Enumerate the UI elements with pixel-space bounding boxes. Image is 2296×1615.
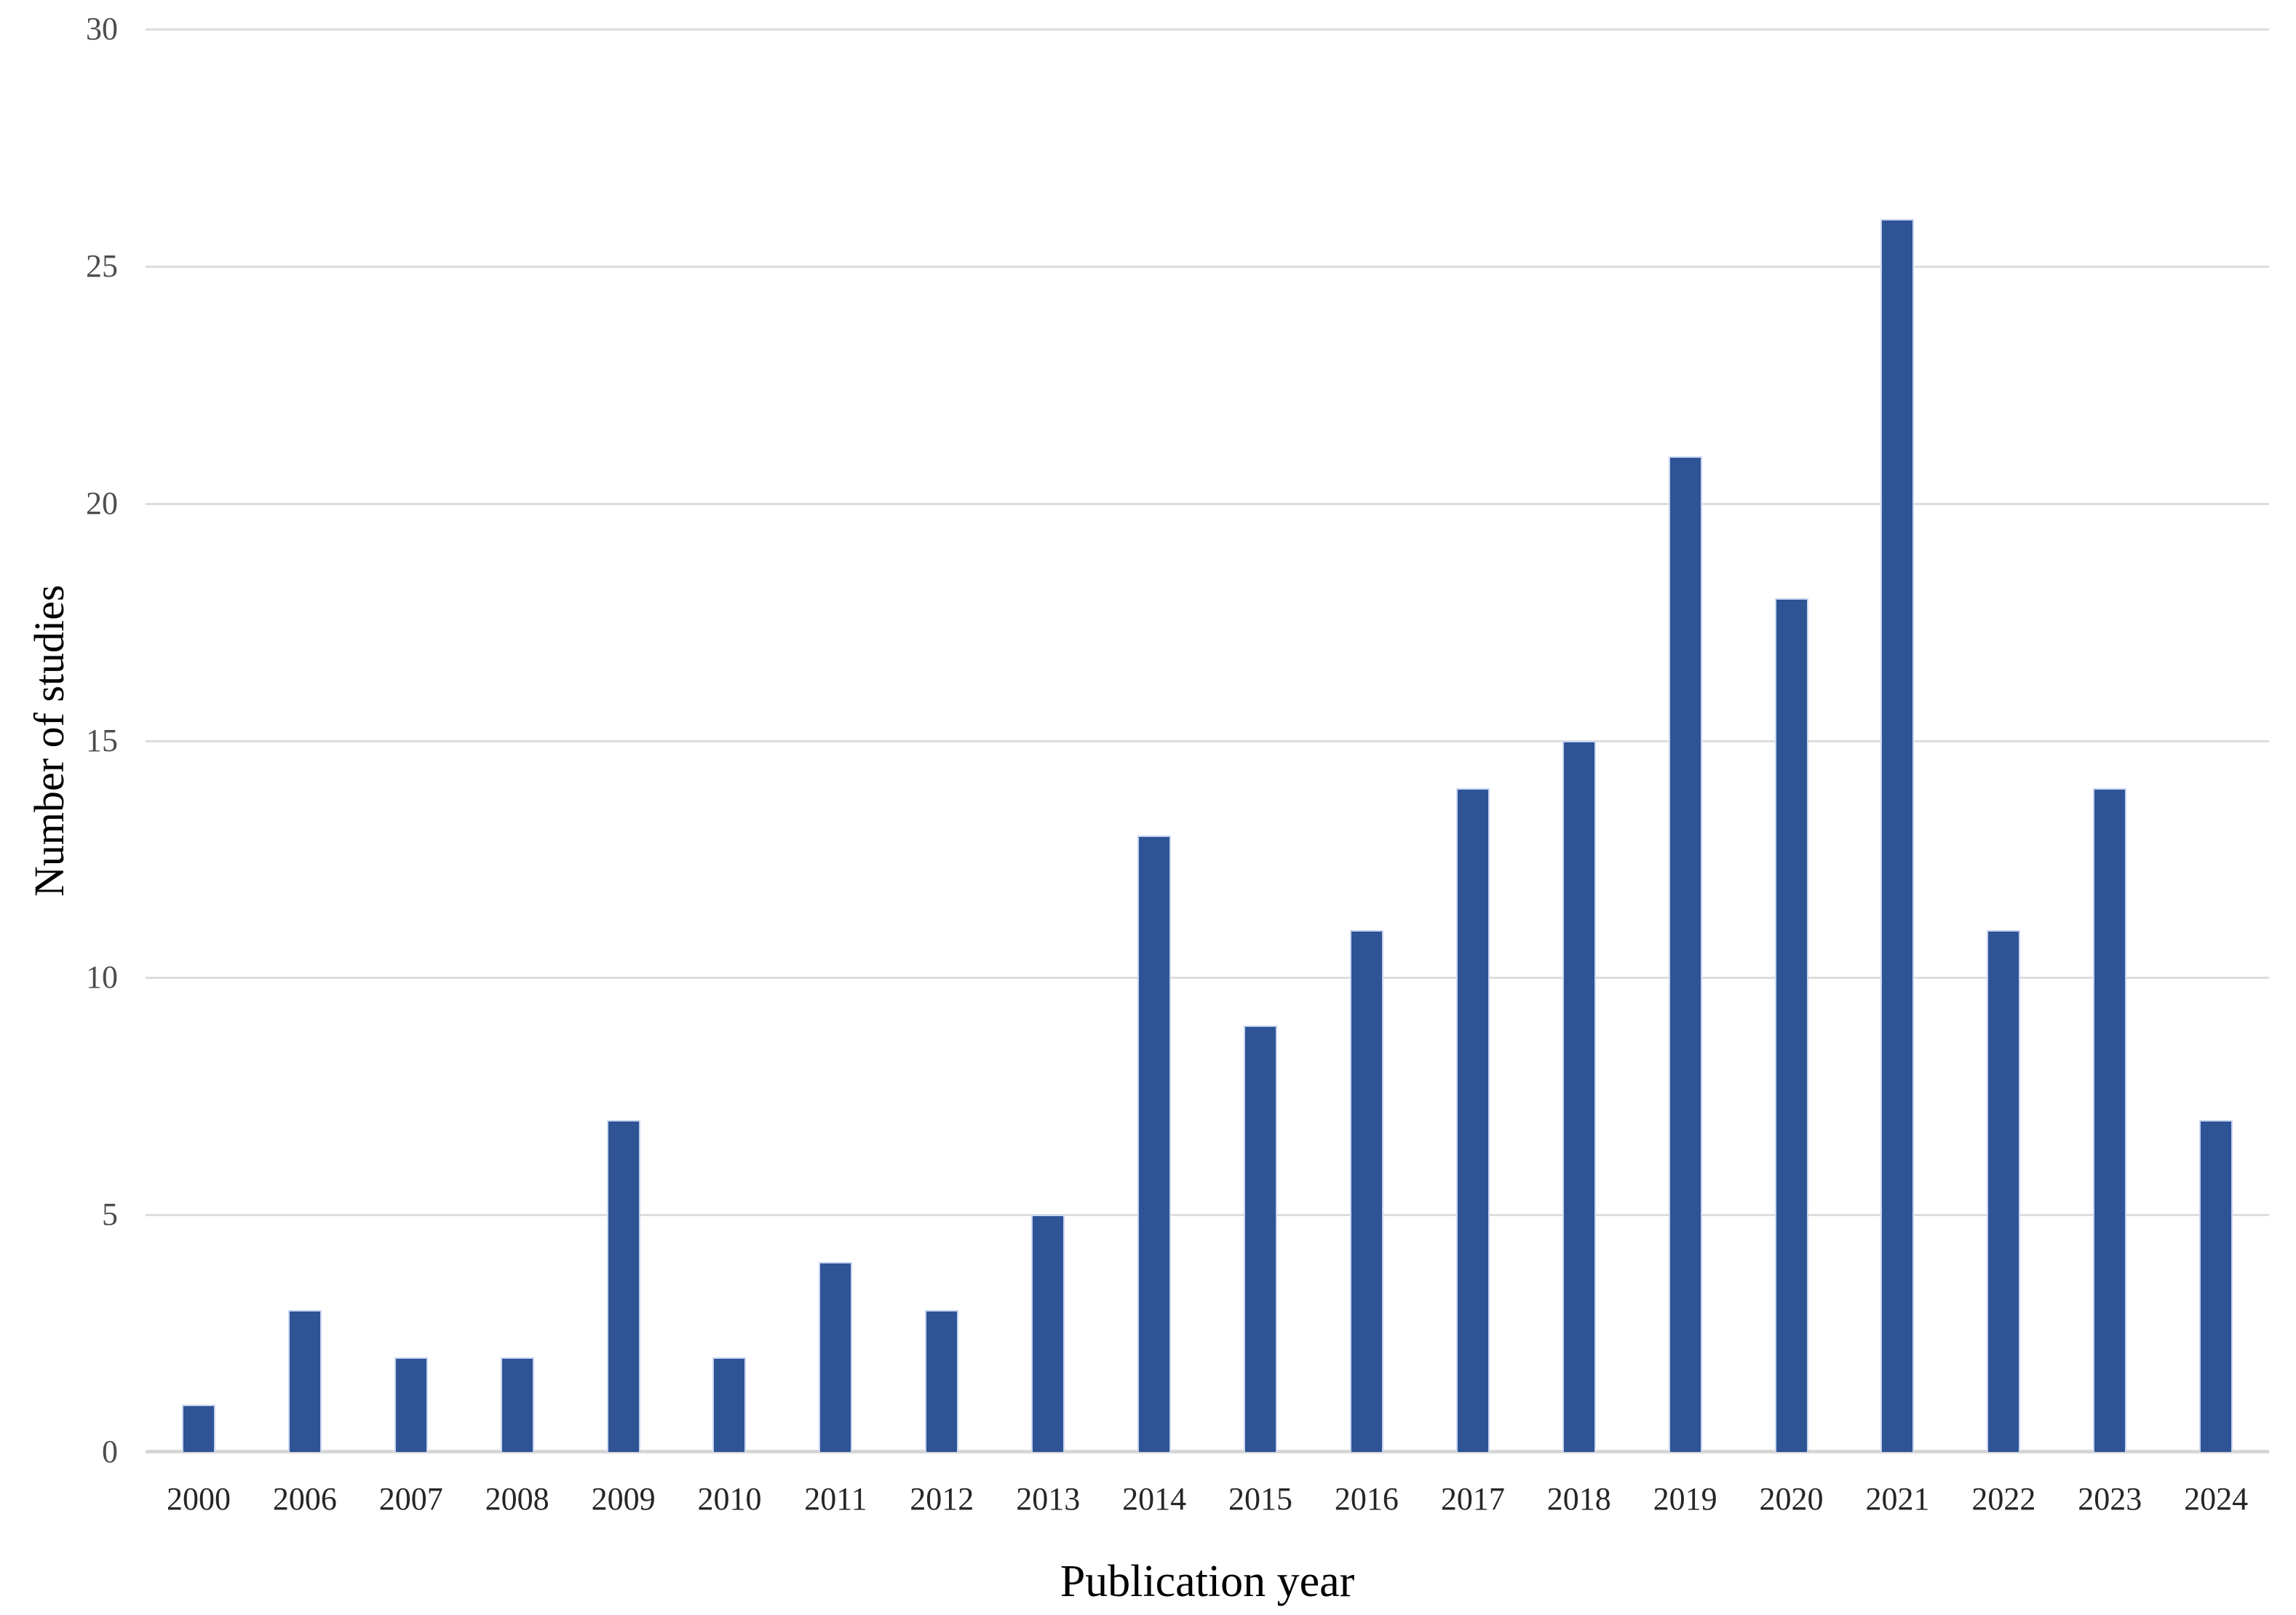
bar-2024 bbox=[2199, 1119, 2233, 1452]
bar-slot-2011 bbox=[782, 29, 889, 1452]
bar-2014 bbox=[1137, 835, 1172, 1452]
bar-slot-2017 bbox=[1420, 29, 1526, 1452]
bar-2019 bbox=[1668, 456, 1702, 1452]
bar-slot-2010 bbox=[677, 29, 783, 1452]
y-tick-label-20: 20 bbox=[86, 485, 118, 521]
x-tick-label-2017: 2017 bbox=[1440, 1481, 1505, 1517]
gridline-20 bbox=[146, 502, 2269, 505]
bar-slot-2007 bbox=[358, 29, 464, 1452]
bar-slot-2012 bbox=[889, 29, 995, 1452]
x-tick-label-2000: 2000 bbox=[166, 1481, 231, 1517]
bar-slot-2023 bbox=[2057, 29, 2163, 1452]
x-tick-label-2023: 2023 bbox=[2078, 1481, 2142, 1517]
bar-2011 bbox=[819, 1262, 853, 1452]
y-tick-label-15: 15 bbox=[86, 722, 118, 758]
bar-2008 bbox=[500, 1357, 534, 1452]
x-tick-label-2020: 2020 bbox=[1759, 1481, 1824, 1517]
y-axis-tick-labels: 0 5 10 15 20 25 30 bbox=[0, 0, 118, 1615]
bar-2022 bbox=[1987, 930, 2021, 1452]
x-tick-label-2012: 2012 bbox=[910, 1481, 974, 1517]
y-tick-label-5: 5 bbox=[102, 1197, 118, 1233]
gridline-10 bbox=[146, 977, 2269, 980]
bar-slot-2014 bbox=[1101, 29, 1207, 1452]
bar-slot-2016 bbox=[1314, 29, 1420, 1452]
x-tick-label-2019: 2019 bbox=[1653, 1481, 1717, 1517]
x-axis-tick-labels: 2000 2006 2007 2008 2009 2010 2011 2012 2013 2014… bbox=[146, 1482, 2269, 1517]
x-tick-label-2024: 2024 bbox=[2184, 1481, 2249, 1517]
bar-2020 bbox=[1774, 598, 1808, 1452]
bar-slot-2008 bbox=[464, 29, 571, 1452]
bar-2006 bbox=[287, 1309, 322, 1452]
x-tick-label-2015: 2015 bbox=[1228, 1481, 1293, 1517]
x-tick-label-2018: 2018 bbox=[1546, 1481, 1611, 1517]
plot-area bbox=[146, 28, 2269, 1453]
gridline-5 bbox=[146, 1214, 2269, 1217]
y-tick-label-0: 0 bbox=[102, 1434, 118, 1469]
bar-slot-2018 bbox=[1526, 29, 1632, 1452]
bar-2015 bbox=[1244, 1025, 1278, 1452]
bar-2009 bbox=[606, 1119, 640, 1452]
bar-slot-2024 bbox=[2163, 29, 2269, 1452]
x-tick-label-2010: 2010 bbox=[697, 1481, 762, 1517]
x-tick-label-2007: 2007 bbox=[378, 1481, 443, 1517]
bar-slot-2009 bbox=[571, 29, 677, 1452]
x-tick-label-2021: 2021 bbox=[1865, 1481, 1930, 1517]
bar-slot-2019 bbox=[1632, 29, 1739, 1452]
bar-2021 bbox=[1880, 218, 1915, 1452]
gridline-15 bbox=[146, 739, 2269, 742]
bar-slot-2015 bbox=[1207, 29, 1314, 1452]
bars bbox=[146, 29, 2269, 1452]
bar-2018 bbox=[1562, 740, 1596, 1452]
gridline-25 bbox=[146, 265, 2269, 268]
y-tick-label-30: 30 bbox=[86, 11, 118, 47]
x-tick-label-2016: 2016 bbox=[1334, 1481, 1399, 1517]
x-tick-label-2014: 2014 bbox=[1122, 1481, 1187, 1517]
bar-slot-2013 bbox=[995, 29, 1101, 1452]
x-tick-label-2011: 2011 bbox=[804, 1481, 867, 1517]
bar-2016 bbox=[1349, 930, 1383, 1452]
y-tick-label-25: 25 bbox=[86, 247, 118, 284]
bar-2000 bbox=[181, 1404, 215, 1452]
x-tick-label-2008: 2008 bbox=[485, 1481, 549, 1517]
bar-2023 bbox=[2093, 787, 2127, 1452]
bar-2007 bbox=[394, 1357, 428, 1452]
bar-2017 bbox=[1455, 787, 1490, 1452]
x-tick-label-2009: 2009 bbox=[591, 1481, 656, 1517]
gridline-30 bbox=[146, 28, 2269, 31]
x-tick-label-2013: 2013 bbox=[1016, 1481, 1081, 1517]
bar-slot-2020 bbox=[1739, 29, 1845, 1452]
x-tick-label-2022: 2022 bbox=[1971, 1481, 2036, 1517]
bar-2013 bbox=[1031, 1215, 1065, 1452]
bar-slot-2021 bbox=[1845, 29, 1951, 1452]
bar-slot-2006 bbox=[252, 29, 358, 1452]
x-axis-title: Publication year bbox=[1060, 1557, 1355, 1606]
bar-slot-2000 bbox=[146, 29, 252, 1452]
x-axis-baseline bbox=[146, 1450, 2269, 1453]
y-tick-label-10: 10 bbox=[86, 959, 118, 996]
bar-2010 bbox=[712, 1357, 747, 1452]
x-tick-label-2006: 2006 bbox=[272, 1481, 337, 1517]
bar-slot-2022 bbox=[1950, 29, 2057, 1452]
bar-2012 bbox=[925, 1309, 959, 1452]
